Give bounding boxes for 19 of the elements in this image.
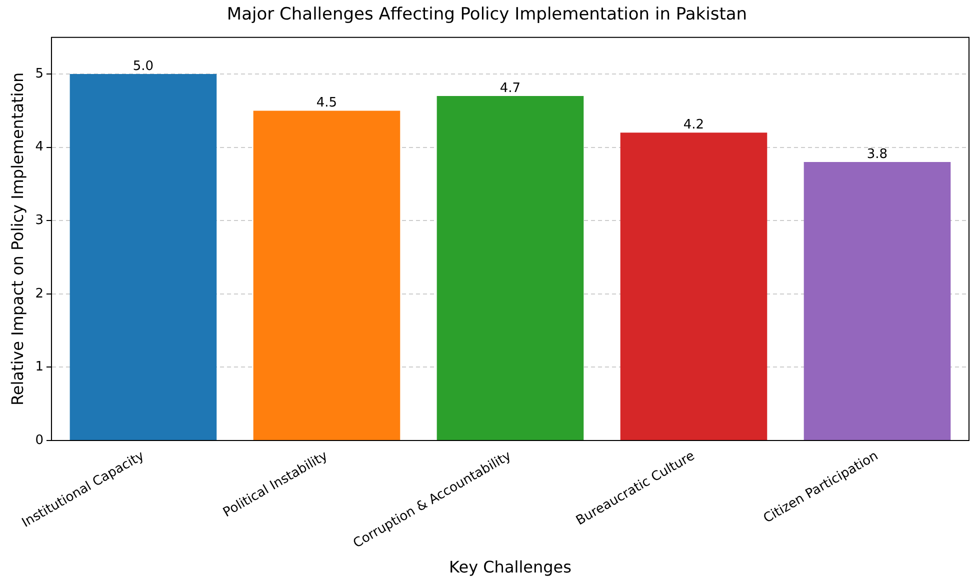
data-label: 5.0 xyxy=(132,58,154,74)
x-axis-title: Key Challenges xyxy=(449,558,572,577)
y-axis-title: Relative Impact on Policy Implementation xyxy=(8,72,27,406)
data-label: 4.7 xyxy=(500,80,521,96)
y-tick-label: 3 xyxy=(35,212,44,228)
y-tick-label: 5 xyxy=(35,66,44,82)
y-tick-label: 2 xyxy=(35,286,44,302)
bar xyxy=(253,110,400,440)
bar xyxy=(70,74,217,440)
y-tick-label: 4 xyxy=(35,140,44,155)
data-label: 4.2 xyxy=(683,118,704,133)
bar xyxy=(620,132,768,440)
y-tick-label: 0 xyxy=(35,432,44,448)
y-tick-label: 1 xyxy=(35,360,44,375)
data-label: 3.8 xyxy=(866,146,888,162)
bar xyxy=(804,162,951,440)
chart-title: Major Challenges Affecting Policy Implementation in Pakistan xyxy=(226,4,748,25)
bar xyxy=(436,96,584,440)
data-label: 4.5 xyxy=(316,96,338,111)
